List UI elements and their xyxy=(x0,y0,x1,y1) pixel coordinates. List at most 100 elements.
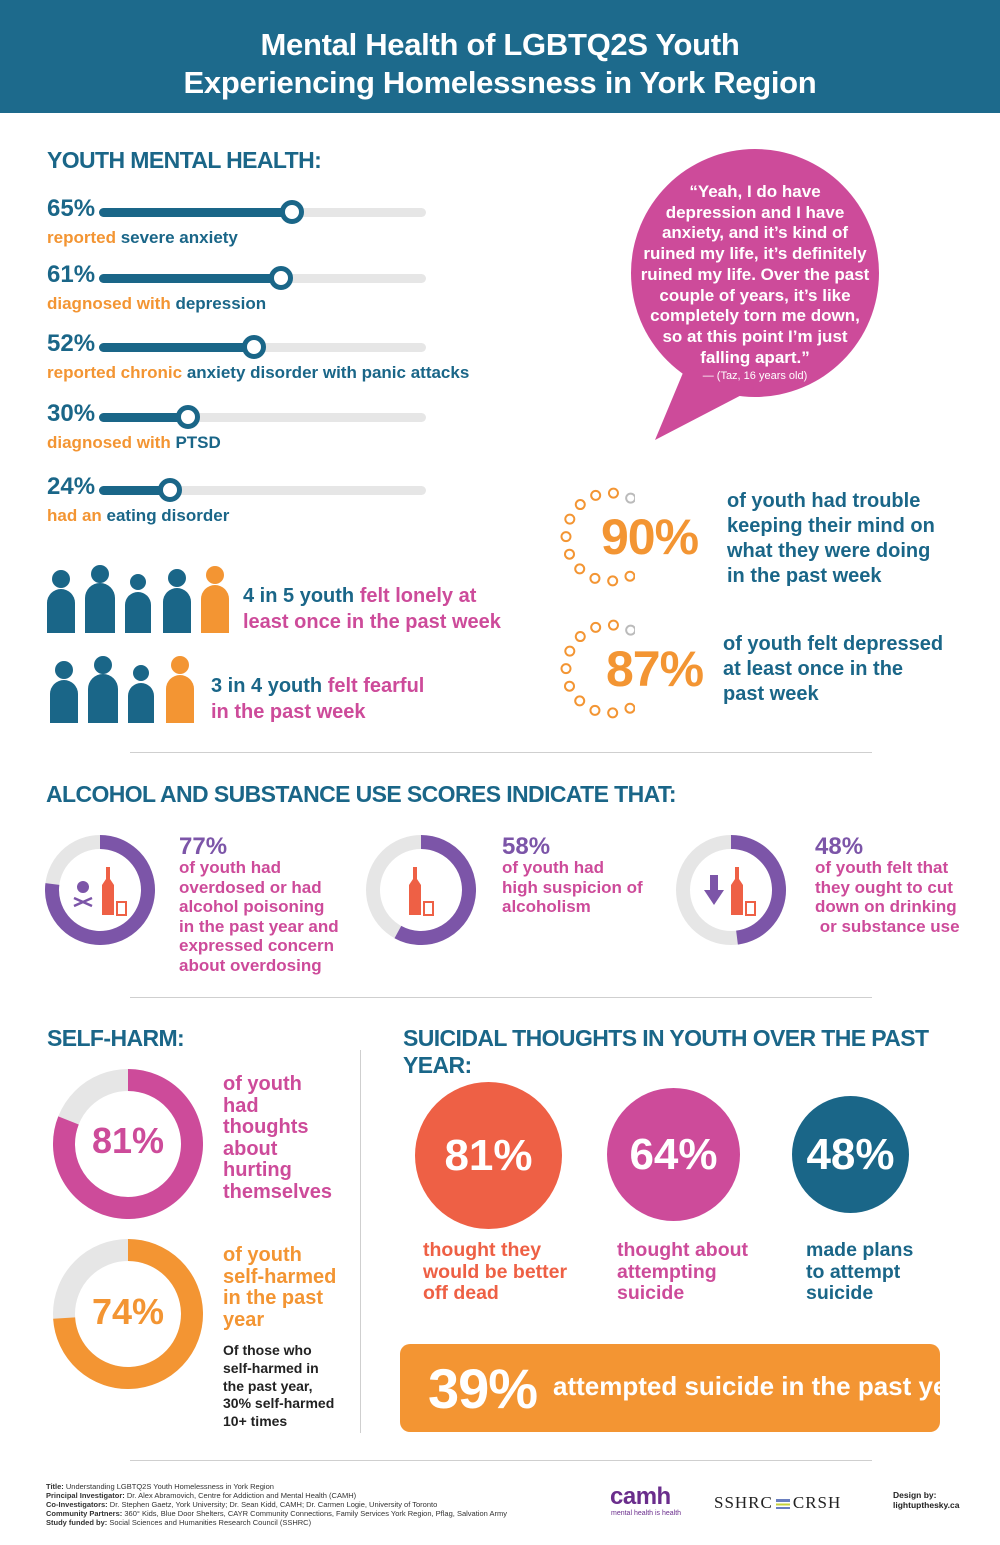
bar-description-lead: diagnosed with xyxy=(47,294,176,313)
quote-line: ruined my life, it’s definitely xyxy=(643,244,867,264)
quote-line: ruined my life. Over the past xyxy=(640,264,870,284)
bar-track xyxy=(99,486,426,495)
self-harm-harmed-line: of youth xyxy=(223,1244,302,1266)
substance-donut xyxy=(676,835,786,945)
trouble-line: keeping their mind on xyxy=(727,515,935,537)
substance-desc-line: down on drinking xyxy=(815,897,957,916)
quote-line: couple of years, it’s like xyxy=(659,285,851,305)
substance-pct: 58% xyxy=(502,833,551,860)
dots-ring-90-icon xyxy=(560,487,635,587)
suicidal-circle-desc: thought they would be better off dead xyxy=(423,1239,567,1305)
suicidal-circle-desc: thought about attempting suicide xyxy=(617,1239,748,1305)
suicidal-desc-line: suicide xyxy=(617,1282,685,1304)
bar-fill xyxy=(99,208,292,217)
suicidal-desc-line: to attempt xyxy=(806,1260,901,1283)
substance-desc-line: high suspicion of xyxy=(502,877,643,897)
quote-line: “Yeah, I do have xyxy=(689,182,821,201)
quote-line: so at this point I’m just xyxy=(662,326,848,346)
substance-desc: of youth had overdosed or had alcohol pois… xyxy=(179,858,339,975)
design-by-site: lightupthesky.ca xyxy=(893,1500,960,1510)
bar-percent: 61% xyxy=(47,261,96,288)
suicidal-circle-pct: 48% xyxy=(806,1129,895,1179)
mental-health-title: YOUTH MENTAL HEALTH: xyxy=(47,147,322,173)
depressed-desc: of youth felt depressed at least once in … xyxy=(723,632,943,707)
footer-credit-row: Study funded by: Social Sciences and Hum… xyxy=(46,1518,507,1527)
suicidal-circle: 81% xyxy=(415,1082,562,1229)
substance-desc-line: or substance use xyxy=(815,916,960,936)
trouble-line: in the past week xyxy=(727,565,882,587)
bar-percent: 65% xyxy=(47,195,96,222)
bar-percent: 24% xyxy=(47,473,96,500)
header-banner: Mental Health of LGBTQ2S Youth Experienc… xyxy=(0,0,1000,113)
sshrc-right: CRSH xyxy=(792,1493,842,1512)
bottle-glass-icon xyxy=(409,867,434,916)
footer-credit-label: Co-Investigators: xyxy=(46,1500,108,1509)
bar-percent: 30% xyxy=(47,400,96,427)
footer-credit-row: Title: Understanding LGBTQ2S Youth Homel… xyxy=(46,1482,507,1491)
substance-desc-line: alcoholism xyxy=(502,897,591,916)
substance-donut xyxy=(366,835,476,945)
substance-desc-line: expressed concern xyxy=(179,936,334,955)
suicidal-desc-line: attempting xyxy=(617,1260,717,1283)
depressed-line: of youth felt depressed xyxy=(723,633,944,655)
footer-credits: Title: Understanding LGBTQ2S Youth Homel… xyxy=(46,1482,507,1527)
camh-logo: camh xyxy=(610,1483,671,1510)
suicidal-desc-line: made plans xyxy=(806,1239,914,1261)
footer-credit-text: 360° Kids, Blue Door Shelters, CAYR Comm… xyxy=(122,1509,507,1518)
self-harm-thoughts-pct: 81% xyxy=(91,1120,165,1161)
self-harm-thoughts-line: themselves xyxy=(223,1180,332,1203)
substance-desc: of youth had high suspicion of alcoholism xyxy=(502,858,643,917)
lonely-stat-a: 4 in 5 youth xyxy=(243,585,360,607)
self-harm-harmed-line: year xyxy=(223,1308,265,1331)
quote-text: “Yeah, I do have depression and I have anx… xyxy=(615,182,895,382)
bar-description-lead: reported chronic xyxy=(47,363,187,382)
trouble-line: what they were doing xyxy=(727,540,931,562)
substance-desc-line: in the past year and xyxy=(179,916,339,936)
footer-credit-label: Principal Investigator: xyxy=(46,1491,125,1500)
suicidal-circle-pct: 64% xyxy=(629,1129,718,1179)
mental-health-bar-row: 30% diagnosed with PTSD xyxy=(47,400,447,452)
footer-credit-text: Understanding LGBTQ2S Youth Homelessness… xyxy=(63,1482,274,1491)
substance-desc-line: they ought to cut xyxy=(815,877,953,897)
bar-description-rest: PTSD xyxy=(175,433,221,452)
bar-percent: 52% xyxy=(47,330,96,357)
suicidal-desc-line: thought they xyxy=(423,1239,542,1261)
self-harm-thoughts-donut xyxy=(53,1069,203,1219)
self-harm-harmed-line: in the past xyxy=(223,1287,324,1309)
self-harm-harmed-line: self-harmed xyxy=(223,1265,337,1288)
footer-credit-label: Study funded by: xyxy=(46,1518,108,1527)
self-harm-thoughts-line: about xyxy=(223,1137,278,1160)
substance-desc-line: overdosed or had xyxy=(179,877,322,897)
substance-desc-line: of youth had xyxy=(179,858,281,877)
mental-health-bar-row: 52% reported chronic anxiety disorder wit… xyxy=(47,330,469,382)
self-harm-harmed-donut xyxy=(53,1239,203,1389)
self-harm-note-line: 10+ times xyxy=(223,1413,288,1430)
self-harm-note-line: self-harmed in xyxy=(223,1359,319,1376)
bar-description: had an eating disorder xyxy=(47,506,229,526)
self-harm-thoughts-line: of youth xyxy=(223,1073,302,1095)
substance-pct: 48% xyxy=(815,833,864,860)
depressed-line: at least once in the xyxy=(723,658,904,680)
bar-fill xyxy=(99,413,188,422)
footer-credit-row: Principal Investigator: Dr. Alex Abramov… xyxy=(46,1491,507,1500)
self-harm-note-line: the past year, xyxy=(223,1377,313,1394)
suicidal-circle-pct: 81% xyxy=(444,1130,533,1180)
self-harm-harmed-pct: 74% xyxy=(91,1291,165,1332)
bar-description-lead: diagnosed with xyxy=(47,433,176,452)
bar-track xyxy=(99,413,426,422)
fearful-stat-c: in the past week xyxy=(211,701,366,723)
bar-fill xyxy=(99,486,170,495)
attempted-pct: 39% xyxy=(428,1357,538,1420)
self-harm-note-line: Of those who xyxy=(223,1342,312,1358)
self-harm-harmed-desc: of youth self-harmed in the past year xyxy=(223,1244,337,1331)
fearful-stat: 3 in 4 youth felt fearful in the past we… xyxy=(211,673,424,725)
bar-description: reported chronic anxiety disorder with p… xyxy=(47,363,469,383)
suicidal-title: SUICIDAL THOUGHTS IN YOUTH OVER THE PAST… xyxy=(403,1025,929,1078)
trouble-desc: of youth had trouble keeping their mind o… xyxy=(727,489,935,589)
footer-credit-text: Social Sciences and Humanities Research … xyxy=(107,1518,312,1527)
substance-desc: of youth felt that they ought to cut down … xyxy=(815,858,960,936)
quote-lines: “Yeah, I do have depression and I have anx… xyxy=(615,182,895,368)
quote-line: anxiety, and it’s kind of xyxy=(661,223,849,243)
bar-knob-icon xyxy=(280,200,304,224)
bar-description-rest: depression xyxy=(175,294,267,313)
